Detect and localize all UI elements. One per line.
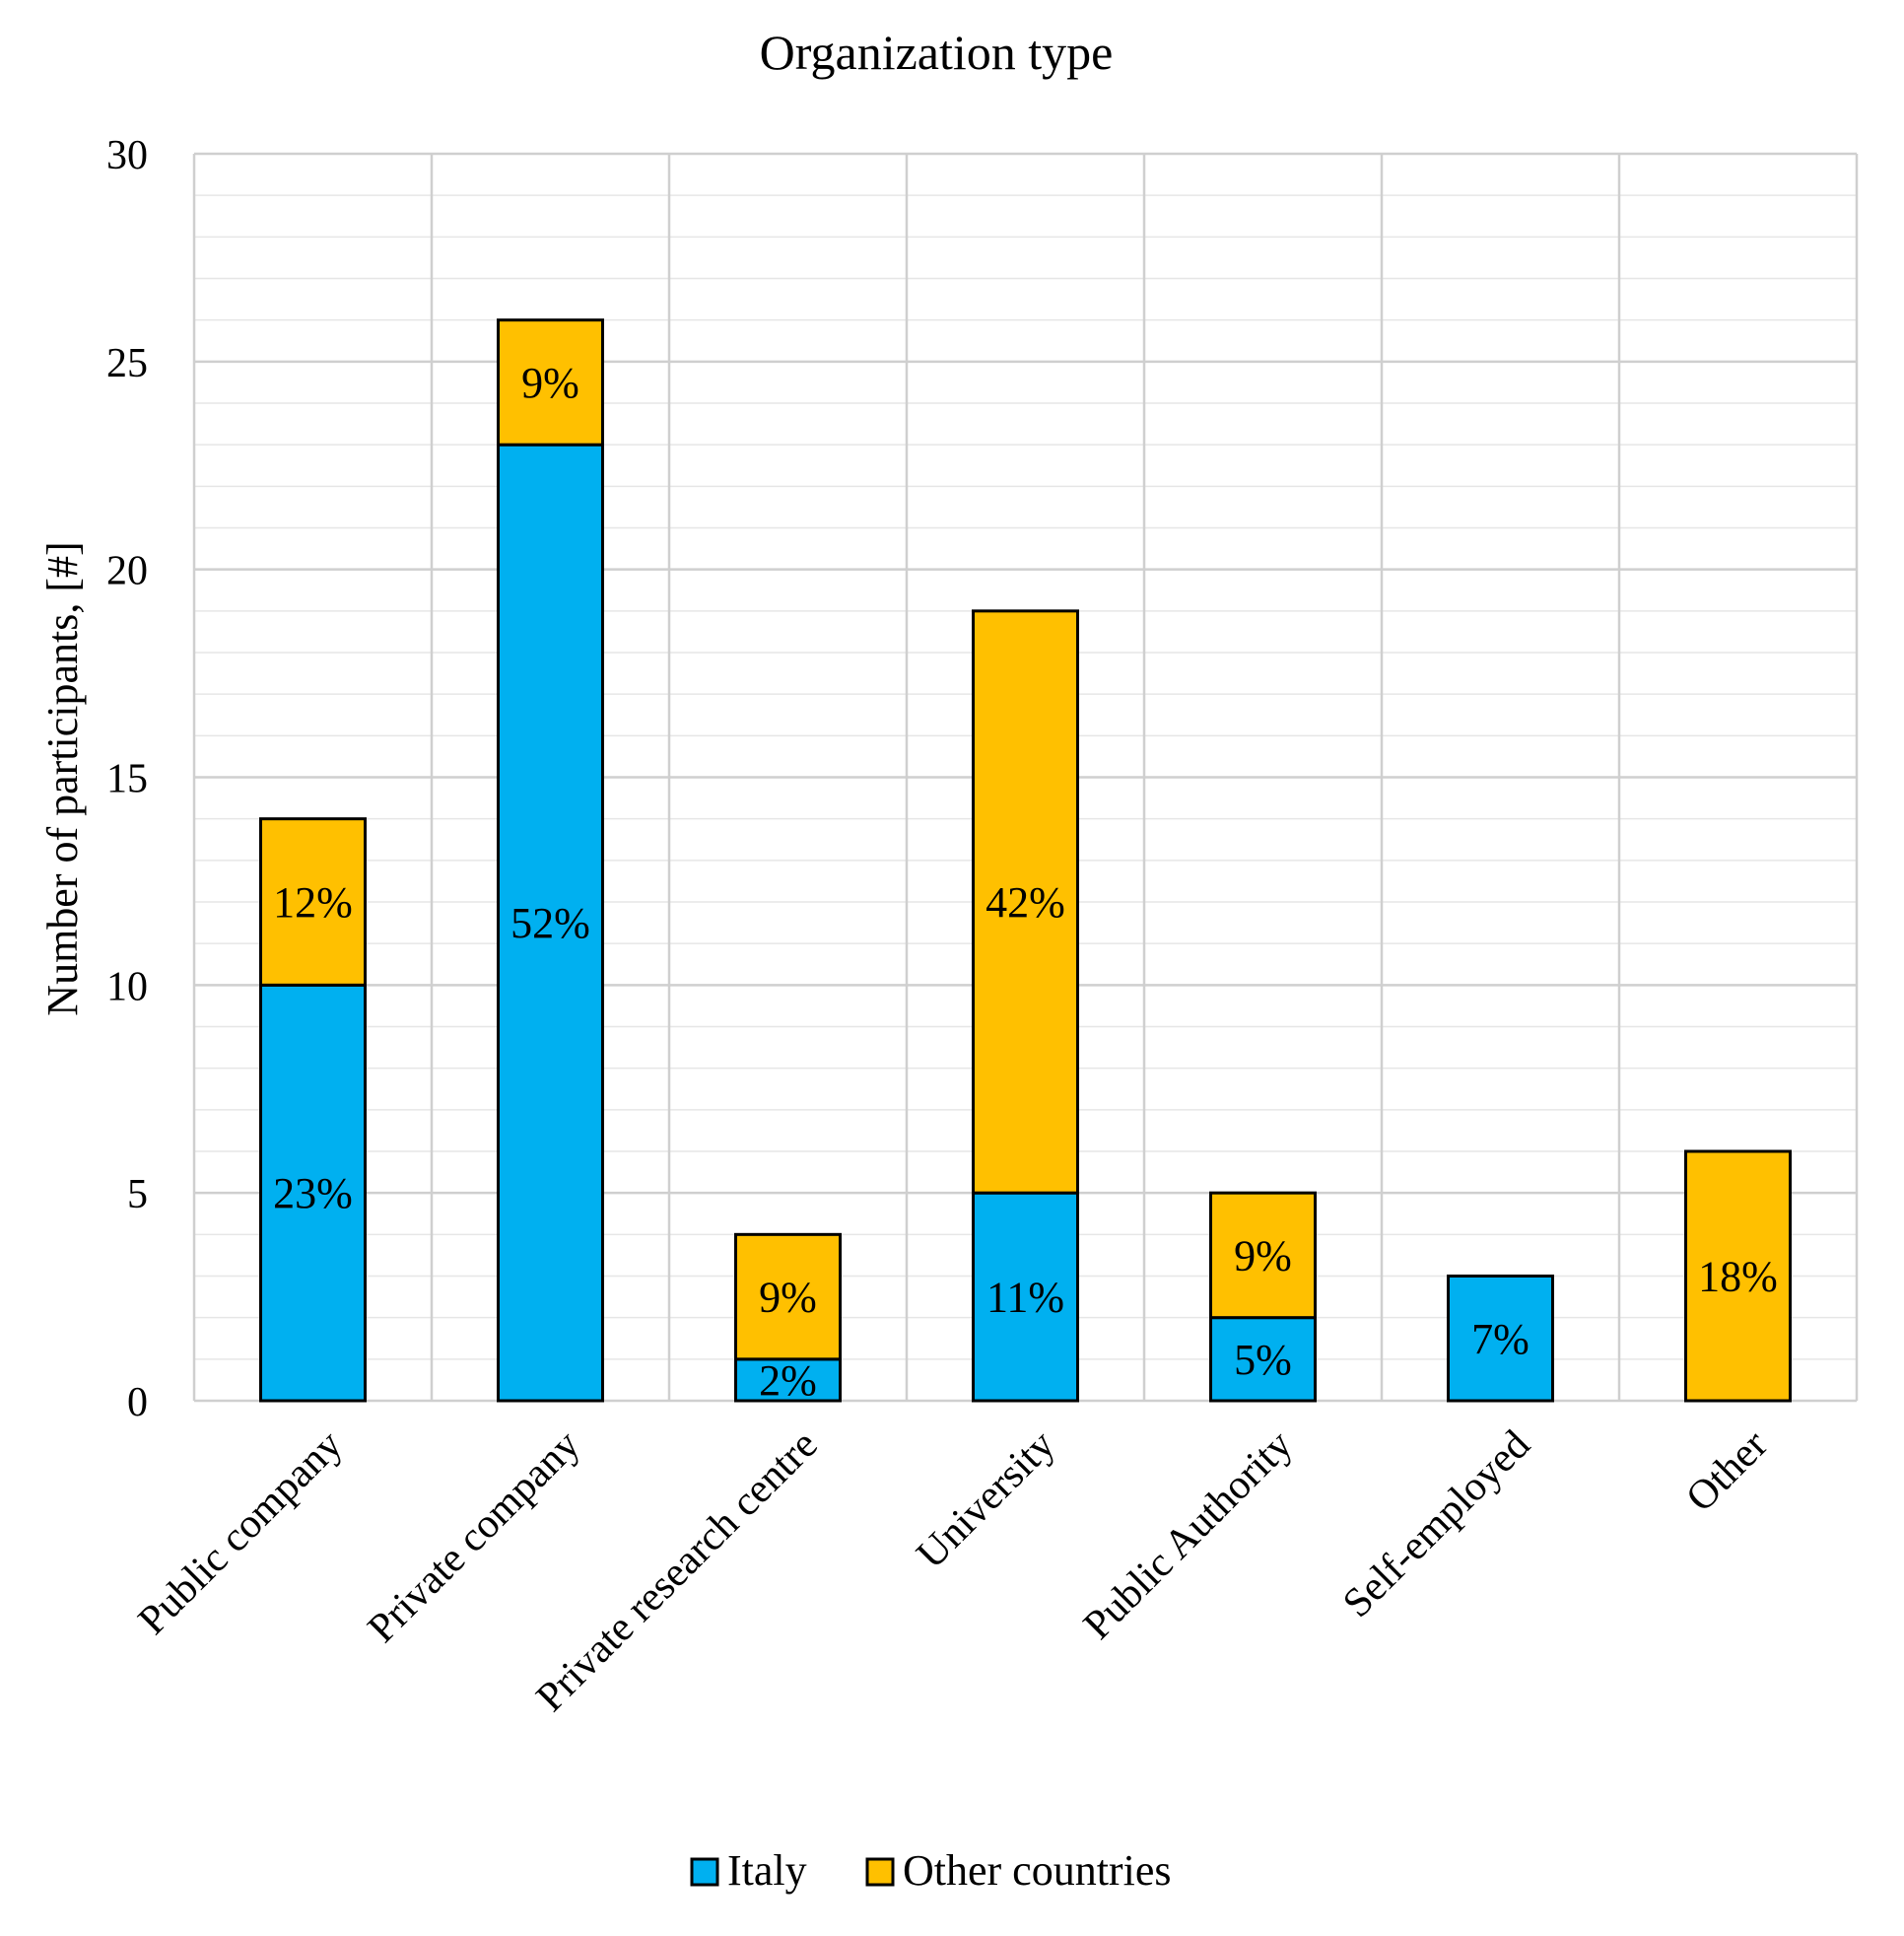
legend: Italy Other countries	[690, 1846, 1171, 1895]
data-label: 11%	[986, 1274, 1064, 1322]
x-tick-label: University	[909, 1422, 1064, 1578]
y-tick-label: 15	[106, 757, 148, 802]
bars: 23% 12% 52% 9% 2% 9% 11% 42% 5% 9% 7% 18%	[259, 318, 1792, 1405]
data-label: 2%	[759, 1356, 817, 1405]
y-tick-label: 20	[106, 549, 148, 594]
chart-title: Organization type	[760, 25, 1114, 80]
bar-segment	[1209, 1316, 1317, 1403]
bar-segment	[259, 983, 367, 1403]
bar-segment	[259, 817, 367, 987]
bar-segment	[1684, 1149, 1792, 1403]
y-tick-label: 30	[106, 133, 148, 178]
y-tick-label: 5	[127, 1172, 148, 1217]
data-label: 9%	[759, 1274, 817, 1322]
bar-segment	[497, 318, 604, 447]
data-label: 18%	[1698, 1253, 1778, 1301]
data-label: 9%	[1234, 1231, 1292, 1279]
legend-swatch	[865, 1857, 895, 1887]
bar-segment	[972, 1191, 1079, 1403]
data-label: 23%	[273, 1169, 353, 1217]
data-label: 42%	[986, 878, 1065, 927]
x-tick-label: Other	[1677, 1422, 1776, 1521]
x-tick-label: Self-employed	[1334, 1422, 1538, 1626]
y-tick-label: 25	[106, 341, 148, 386]
bar-segment	[972, 609, 1079, 1195]
y-axis-ticks: 0 5 10 15 20 25 30	[106, 133, 148, 1425]
data-label: 12%	[273, 878, 353, 927]
y-axis-label: Number of participants, [#]	[38, 541, 87, 1015]
data-label: 9%	[521, 359, 579, 407]
bar-segment	[734, 1232, 842, 1361]
legend-label: Italy	[727, 1846, 807, 1895]
x-tick-label: Public company	[130, 1422, 352, 1644]
x-tick-label: Public Authority	[1075, 1422, 1302, 1649]
x-tick-label: Private company	[360, 1422, 589, 1652]
bar-segment	[497, 443, 604, 1403]
bar-segment	[1209, 1191, 1317, 1320]
legend-label: Other countries	[903, 1846, 1171, 1895]
bar-segment	[1447, 1275, 1554, 1403]
y-tick-label: 0	[127, 1380, 148, 1425]
data-label: 7%	[1471, 1315, 1530, 1363]
y-tick-label: 10	[106, 964, 148, 1009]
data-label: 52%	[510, 899, 590, 947]
data-label: 5%	[1234, 1336, 1292, 1384]
legend-swatch	[690, 1857, 719, 1887]
